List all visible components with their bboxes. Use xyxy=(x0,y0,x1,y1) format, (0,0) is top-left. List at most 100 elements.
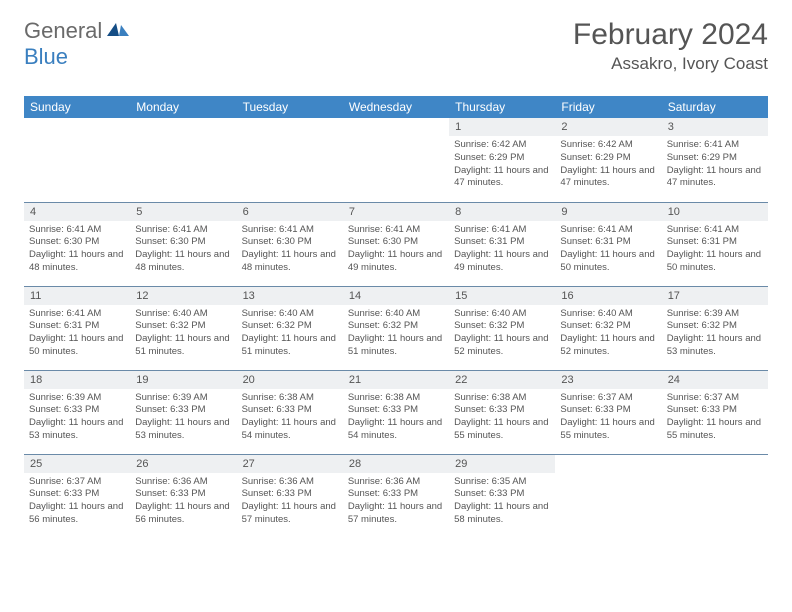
day-number: 26 xyxy=(130,455,236,473)
calendar-cell: 11Sunrise: 6:41 AMSunset: 6:31 PMDayligh… xyxy=(24,286,130,370)
calendar-cell: 19Sunrise: 6:39 AMSunset: 6:33 PMDayligh… xyxy=(130,370,236,454)
day-details: Sunrise: 6:40 AMSunset: 6:32 PMDaylight:… xyxy=(555,305,661,364)
day-number: 5 xyxy=(130,203,236,221)
calendar-cell: 22Sunrise: 6:38 AMSunset: 6:33 PMDayligh… xyxy=(449,370,555,454)
weekday-header: Monday xyxy=(130,96,236,118)
calendar-cell: 20Sunrise: 6:38 AMSunset: 6:33 PMDayligh… xyxy=(237,370,343,454)
calendar-row: 18Sunrise: 6:39 AMSunset: 6:33 PMDayligh… xyxy=(24,370,768,454)
day-number: 22 xyxy=(449,371,555,389)
day-number: 6 xyxy=(237,203,343,221)
day-details: Sunrise: 6:37 AMSunset: 6:33 PMDaylight:… xyxy=(24,473,130,532)
day-details: Sunrise: 6:39 AMSunset: 6:32 PMDaylight:… xyxy=(662,305,768,364)
calendar-row: 1Sunrise: 6:42 AMSunset: 6:29 PMDaylight… xyxy=(24,118,768,202)
day-details: Sunrise: 6:41 AMSunset: 6:31 PMDaylight:… xyxy=(555,221,661,280)
calendar-cell: 13Sunrise: 6:40 AMSunset: 6:32 PMDayligh… xyxy=(237,286,343,370)
day-number: 15 xyxy=(449,287,555,305)
calendar-cell: 17Sunrise: 6:39 AMSunset: 6:32 PMDayligh… xyxy=(662,286,768,370)
day-details: Sunrise: 6:38 AMSunset: 6:33 PMDaylight:… xyxy=(343,389,449,448)
day-details: Sunrise: 6:37 AMSunset: 6:33 PMDaylight:… xyxy=(555,389,661,448)
day-details: Sunrise: 6:41 AMSunset: 6:31 PMDaylight:… xyxy=(449,221,555,280)
day-number: 1 xyxy=(449,118,555,136)
day-details: Sunrise: 6:41 AMSunset: 6:30 PMDaylight:… xyxy=(24,221,130,280)
day-number: 12 xyxy=(130,287,236,305)
weekday-header: Tuesday xyxy=(237,96,343,118)
day-details: Sunrise: 6:40 AMSunset: 6:32 PMDaylight:… xyxy=(343,305,449,364)
calendar-row: 11Sunrise: 6:41 AMSunset: 6:31 PMDayligh… xyxy=(24,286,768,370)
calendar-row: 25Sunrise: 6:37 AMSunset: 6:33 PMDayligh… xyxy=(24,454,768,538)
day-number: 20 xyxy=(237,371,343,389)
day-number: 28 xyxy=(343,455,449,473)
day-details: Sunrise: 6:36 AMSunset: 6:33 PMDaylight:… xyxy=(343,473,449,532)
logo-text-general: General xyxy=(24,18,102,44)
calendar-cell: 21Sunrise: 6:38 AMSunset: 6:33 PMDayligh… xyxy=(343,370,449,454)
calendar-head: SundayMondayTuesdayWednesdayThursdayFrid… xyxy=(24,96,768,118)
day-number: 21 xyxy=(343,371,449,389)
calendar-cell: 25Sunrise: 6:37 AMSunset: 6:33 PMDayligh… xyxy=(24,454,130,538)
calendar-body: 1Sunrise: 6:42 AMSunset: 6:29 PMDaylight… xyxy=(24,118,768,538)
day-details: Sunrise: 6:41 AMSunset: 6:31 PMDaylight:… xyxy=(662,221,768,280)
calendar-cell: 18Sunrise: 6:39 AMSunset: 6:33 PMDayligh… xyxy=(24,370,130,454)
calendar-cell: 15Sunrise: 6:40 AMSunset: 6:32 PMDayligh… xyxy=(449,286,555,370)
day-number: 27 xyxy=(237,455,343,473)
day-details: Sunrise: 6:41 AMSunset: 6:30 PMDaylight:… xyxy=(343,221,449,280)
calendar-cell xyxy=(237,118,343,202)
day-number: 8 xyxy=(449,203,555,221)
day-details: Sunrise: 6:40 AMSunset: 6:32 PMDaylight:… xyxy=(130,305,236,364)
day-number: 13 xyxy=(237,287,343,305)
day-number: 14 xyxy=(343,287,449,305)
day-number: 23 xyxy=(555,371,661,389)
day-details: Sunrise: 6:36 AMSunset: 6:33 PMDaylight:… xyxy=(237,473,343,532)
day-details: Sunrise: 6:37 AMSunset: 6:33 PMDaylight:… xyxy=(662,389,768,448)
day-number: 29 xyxy=(449,455,555,473)
weekday-header: Friday xyxy=(555,96,661,118)
weekday-header: Sunday xyxy=(24,96,130,118)
calendar-cell: 16Sunrise: 6:40 AMSunset: 6:32 PMDayligh… xyxy=(555,286,661,370)
calendar-cell: 3Sunrise: 6:41 AMSunset: 6:29 PMDaylight… xyxy=(662,118,768,202)
day-number: 10 xyxy=(662,203,768,221)
day-details: Sunrise: 6:40 AMSunset: 6:32 PMDaylight:… xyxy=(237,305,343,364)
calendar-cell: 29Sunrise: 6:35 AMSunset: 6:33 PMDayligh… xyxy=(449,454,555,538)
day-number: 24 xyxy=(662,371,768,389)
calendar-cell: 9Sunrise: 6:41 AMSunset: 6:31 PMDaylight… xyxy=(555,202,661,286)
calendar-cell xyxy=(24,118,130,202)
day-details: Sunrise: 6:41 AMSunset: 6:30 PMDaylight:… xyxy=(237,221,343,280)
day-number: 7 xyxy=(343,203,449,221)
weekday-header: Saturday xyxy=(662,96,768,118)
day-details: Sunrise: 6:38 AMSunset: 6:33 PMDaylight:… xyxy=(237,389,343,448)
calendar-cell: 7Sunrise: 6:41 AMSunset: 6:30 PMDaylight… xyxy=(343,202,449,286)
calendar-cell: 4Sunrise: 6:41 AMSunset: 6:30 PMDaylight… xyxy=(24,202,130,286)
calendar-cell: 8Sunrise: 6:41 AMSunset: 6:31 PMDaylight… xyxy=(449,202,555,286)
title-block: February 2024 Assakro, Ivory Coast xyxy=(573,18,768,74)
calendar-cell: 10Sunrise: 6:41 AMSunset: 6:31 PMDayligh… xyxy=(662,202,768,286)
calendar-cell xyxy=(662,454,768,538)
calendar-cell: 27Sunrise: 6:36 AMSunset: 6:33 PMDayligh… xyxy=(237,454,343,538)
calendar-cell: 12Sunrise: 6:40 AMSunset: 6:32 PMDayligh… xyxy=(130,286,236,370)
calendar-cell: 14Sunrise: 6:40 AMSunset: 6:32 PMDayligh… xyxy=(343,286,449,370)
day-details: Sunrise: 6:36 AMSunset: 6:33 PMDaylight:… xyxy=(130,473,236,532)
logo-sail-icon xyxy=(107,20,129,43)
calendar-cell xyxy=(343,118,449,202)
weekday-header: Wednesday xyxy=(343,96,449,118)
calendar-row: 4Sunrise: 6:41 AMSunset: 6:30 PMDaylight… xyxy=(24,202,768,286)
day-number: 25 xyxy=(24,455,130,473)
day-details: Sunrise: 6:38 AMSunset: 6:33 PMDaylight:… xyxy=(449,389,555,448)
calendar-table: SundayMondayTuesdayWednesdayThursdayFrid… xyxy=(24,96,768,538)
calendar-cell: 28Sunrise: 6:36 AMSunset: 6:33 PMDayligh… xyxy=(343,454,449,538)
day-details: Sunrise: 6:42 AMSunset: 6:29 PMDaylight:… xyxy=(449,136,555,195)
calendar-cell: 24Sunrise: 6:37 AMSunset: 6:33 PMDayligh… xyxy=(662,370,768,454)
day-details: Sunrise: 6:41 AMSunset: 6:29 PMDaylight:… xyxy=(662,136,768,195)
calendar-cell: 26Sunrise: 6:36 AMSunset: 6:33 PMDayligh… xyxy=(130,454,236,538)
calendar-cell: 1Sunrise: 6:42 AMSunset: 6:29 PMDaylight… xyxy=(449,118,555,202)
month-title: February 2024 xyxy=(573,18,768,52)
day-number: 4 xyxy=(24,203,130,221)
day-number: 3 xyxy=(662,118,768,136)
day-details: Sunrise: 6:41 AMSunset: 6:31 PMDaylight:… xyxy=(24,305,130,364)
day-number: 17 xyxy=(662,287,768,305)
calendar-cell: 5Sunrise: 6:41 AMSunset: 6:30 PMDaylight… xyxy=(130,202,236,286)
day-number: 9 xyxy=(555,203,661,221)
day-number: 11 xyxy=(24,287,130,305)
day-number: 18 xyxy=(24,371,130,389)
day-details: Sunrise: 6:39 AMSunset: 6:33 PMDaylight:… xyxy=(130,389,236,448)
location: Assakro, Ivory Coast xyxy=(573,54,768,74)
calendar-cell xyxy=(555,454,661,538)
